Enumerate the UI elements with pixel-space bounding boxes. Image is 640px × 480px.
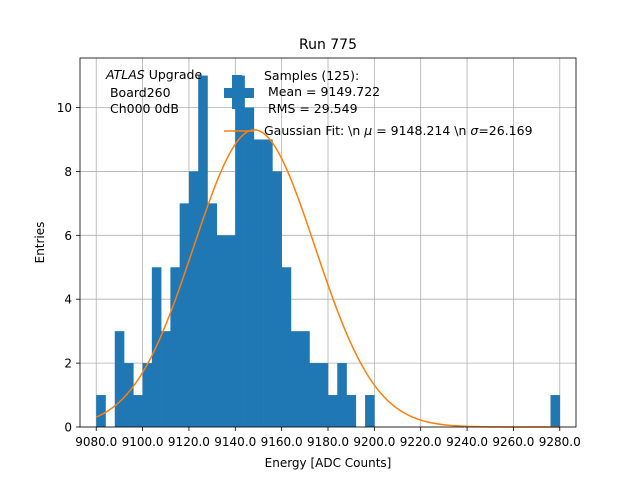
x-tick-label: 9220.0: [400, 435, 442, 449]
board-label: Board260: [106, 85, 171, 100]
y-tick-label: 6: [64, 229, 72, 243]
histogram-bar: [207, 203, 218, 427]
histogram-bar: [272, 171, 282, 427]
histogram-bar: [365, 395, 375, 427]
y-tick-label: 2: [64, 357, 72, 371]
legend-samples-title: Samples (125):: [264, 68, 359, 83]
histogram-bar: [124, 363, 134, 427]
upgrade-label: Upgrade: [145, 67, 203, 82]
histogram-bar: [290, 331, 301, 427]
atlas-annotation: ATLAS Upgrade Board260 Ch000 0dB: [105, 67, 202, 116]
y-axis-ticks: 0 2 4 6 8 10: [57, 101, 80, 435]
legend-fit-text-mid: = 9148.214 \n: [372, 123, 470, 138]
histogram-bar: [226, 235, 236, 427]
legend-fit-label: Gaussian Fit: \n μ = 9148.214 \n σ=26.16…: [264, 123, 533, 138]
y-tick-label: 8: [64, 165, 72, 179]
legend-fit-sigma-symbol: σ: [470, 123, 479, 138]
y-tick-label: 4: [64, 293, 72, 307]
x-tick-label: 9280.0: [539, 435, 581, 449]
y-tick-label: 10: [57, 101, 72, 115]
chart-title: Run 775: [299, 37, 357, 53]
histogram-bar: [133, 395, 143, 427]
legend-samples-mean: Mean = 9149.722: [264, 84, 380, 99]
x-tick-label: 9240.0: [446, 435, 488, 449]
atlas-label: ATLAS: [105, 67, 145, 82]
histogram-bar: [244, 107, 255, 428]
y-tick-label: 0: [64, 421, 72, 435]
histogram-bar: [263, 139, 273, 427]
x-tick-label: 9080.0: [75, 435, 117, 449]
histogram-bar: [188, 171, 199, 427]
x-tick-label: 9140.0: [214, 435, 256, 449]
histogram-bar: [216, 235, 227, 427]
histogram-bar: [114, 331, 125, 427]
x-tick-label: 9120.0: [168, 435, 210, 449]
histogram-bar: [142, 363, 153, 427]
legend-samples-rms: RMS = 29.549: [264, 101, 358, 116]
x-tick-label: 9100.0: [122, 435, 164, 449]
histogram-bar: [96, 395, 106, 427]
x-tick-label: 9260.0: [492, 435, 534, 449]
x-axis-ticks: 9080.0 9100.0 9120.0 9140.0 9160.0 9180.0 9200…: [75, 427, 581, 449]
legend-fit-text-end: =26.169: [478, 123, 532, 138]
histogram-bar: [198, 75, 208, 428]
legend: Samples (125): Mean = 9149.722 RMS = 29.…: [224, 68, 533, 138]
histogram-bar: [235, 75, 245, 428]
x-tick-label: 9160.0: [261, 435, 303, 449]
x-axis-label: Energy [ADC Counts]: [265, 456, 392, 470]
x-tick-label: 9200.0: [353, 435, 395, 449]
histogram-bar: [337, 363, 347, 427]
histogram-bar: [170, 267, 180, 427]
atlas-label-line: ATLAS Upgrade: [105, 67, 202, 82]
histogram-bar: [179, 203, 190, 427]
channel-label: Ch000 0dB: [106, 101, 179, 116]
y-axis-label: Entries: [33, 222, 47, 264]
histogram-bar: [328, 395, 338, 427]
legend-fit-text-start: Gaussian Fit: \n: [264, 123, 364, 138]
histogram-bar: [300, 331, 310, 427]
histogram-bar: [309, 363, 320, 427]
x-tick-label: 9180.0: [307, 435, 349, 449]
histogram-bar: [281, 267, 292, 427]
histogram-bar: [253, 139, 264, 427]
histogram-bar: [318, 363, 329, 427]
histogram-bar: [346, 395, 357, 427]
legend-fit-mu-symbol: μ: [363, 123, 372, 138]
histogram-bar: [550, 395, 561, 427]
legend-samples-swatch-vertical: [232, 75, 242, 109]
histogram-bar: [161, 331, 171, 427]
